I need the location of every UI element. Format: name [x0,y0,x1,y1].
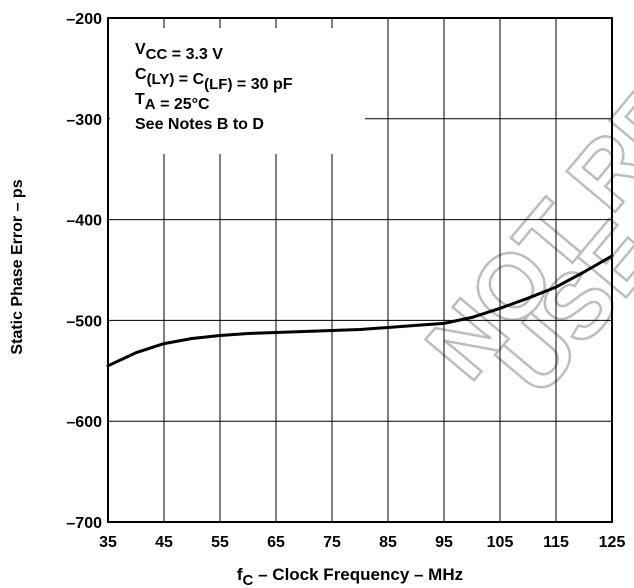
y-tick-labels: –200 –300 –400 –500 –600 –700 [66,11,102,532]
y-tick-label: –600 [66,414,102,431]
annotation-line: VCC = 3.3 V [135,41,223,63]
x-tick-label: 95 [435,534,453,551]
watermark: NOT RECOMMENDEDUSE CDCVF [406,0,634,414]
grid [108,18,612,522]
y-tick-label: –500 [66,313,102,330]
y-tick-label: –200 [66,11,102,28]
x-tick-label: 45 [155,534,173,551]
x-tick-label: 115 [543,534,569,551]
y-axis-label: Static Phase Error – ps [9,179,26,354]
annotation-line: TA = 25°C [135,91,210,113]
x-tick-label: 85 [379,534,397,551]
plot-frame [107,17,613,523]
y-tick-label: –300 [66,112,102,129]
x-tick-label: 105 [487,534,514,551]
series-line [106,254,614,368]
annotation-box [110,28,365,154]
x-tick-label: 35 [99,534,117,551]
x-tick-label: 75 [323,534,341,551]
series-layer [106,254,614,368]
x-tick-label: 125 [599,534,626,551]
annotation-line: C(LY) = C(LF) = 30 pF [135,66,293,93]
y-tick-label: –700 [66,515,102,532]
annotation-line: See Notes B to D [135,116,264,133]
y-tick-label: –400 [66,213,102,230]
x-tick-label: 55 [211,534,229,551]
x-tick-labels: 35 45 55 65 75 85 95 105 115 125 [99,534,625,551]
x-tick-label: 65 [267,534,285,551]
x-axis-label: fC – Clock Frequency – MHz [237,565,463,588]
